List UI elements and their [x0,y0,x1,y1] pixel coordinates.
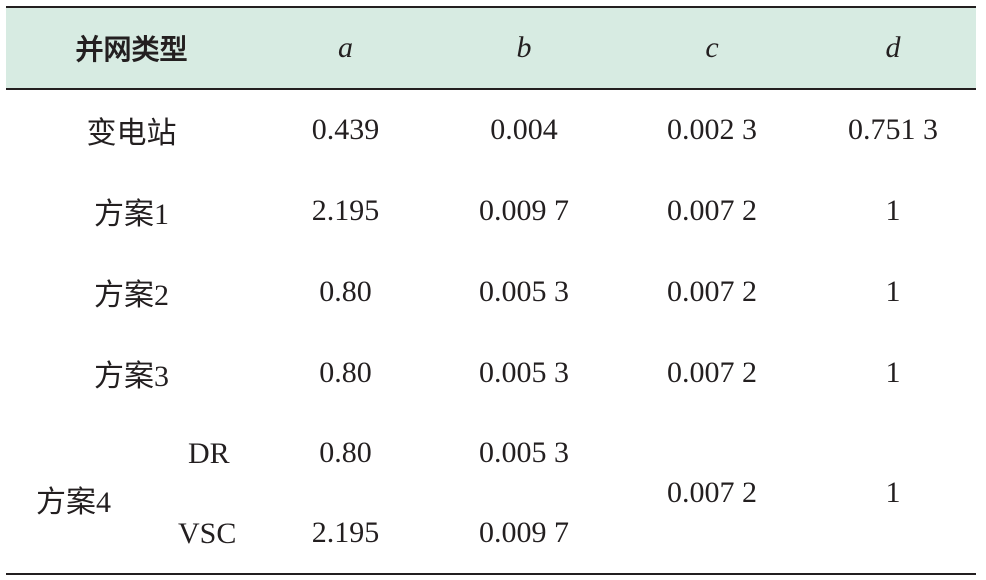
row-name: 变电站 [86,117,177,150]
cell-d: 1 [885,274,901,308]
cell-c: 0.007 2 [667,193,757,227]
cell-d: 0.751 3 [848,113,938,146]
row-name: 方案2 [94,278,169,312]
cell-d: 1 [885,193,901,227]
group-b-cell: 0.005 3 0.009 7 [434,413,614,575]
header-type: 并网类型 [6,6,257,90]
cell-d: 1 [810,413,976,575]
table-row: 方案1 2.195 0.009 7 0.007 2 1 [6,170,976,251]
sub-name-dr: DR [188,437,230,470]
cell-b: 0.009 7 [479,193,569,227]
table-row: 方案2 0.80 0.005 3 0.007 2 1 [6,251,976,332]
header-b: b [434,6,614,90]
sub-name-vsc: VSC [178,517,237,550]
table-row: 方案3 0.80 0.005 3 0.007 2 1 [6,332,976,413]
header-a: a [257,6,434,90]
cell-a: 2.195 [311,193,380,227]
group-name: 方案4 [36,486,111,519]
cell-b: 0.005 3 [479,274,569,308]
cell-a: 0.439 [311,113,380,146]
cell-c: 0.007 2 [667,355,757,389]
cell-b: 0.004 [490,113,558,146]
header-d: d [810,6,976,90]
header-c: c [614,6,810,90]
row-name: 方案1 [94,197,169,231]
table-row: 变电站 0.439 0.004 0.002 3 0.751 3 [6,89,976,170]
group-a-cell: 0.80 2.195 [257,413,434,575]
cell-c: 0.007 2 [667,274,757,308]
cell-c: 0.007 2 [614,413,810,575]
table-row-group: 方案4 DR VSC 0.80 2.195 0.005 3 0.009 7 0.… [6,413,976,575]
cell-b: 0.005 3 [479,436,569,469]
cell-a: 2.195 [311,516,380,549]
cell-a: 0.80 [319,436,372,469]
cell-a: 0.80 [319,355,372,389]
group-name-cell: 方案4 DR VSC [6,413,257,575]
row-name: 方案3 [94,359,169,393]
cell-d: 1 [885,355,901,389]
cell-b: 0.009 7 [479,516,569,549]
coefficient-table: 并网类型 a b c d 变电站 0.439 0.004 0.002 3 0.7… [6,6,976,575]
cell-c: 0.002 3 [667,113,757,146]
cell-b: 0.005 3 [479,355,569,389]
cell-a: 0.80 [319,274,372,308]
header-row: 并网类型 a b c d [6,6,976,90]
